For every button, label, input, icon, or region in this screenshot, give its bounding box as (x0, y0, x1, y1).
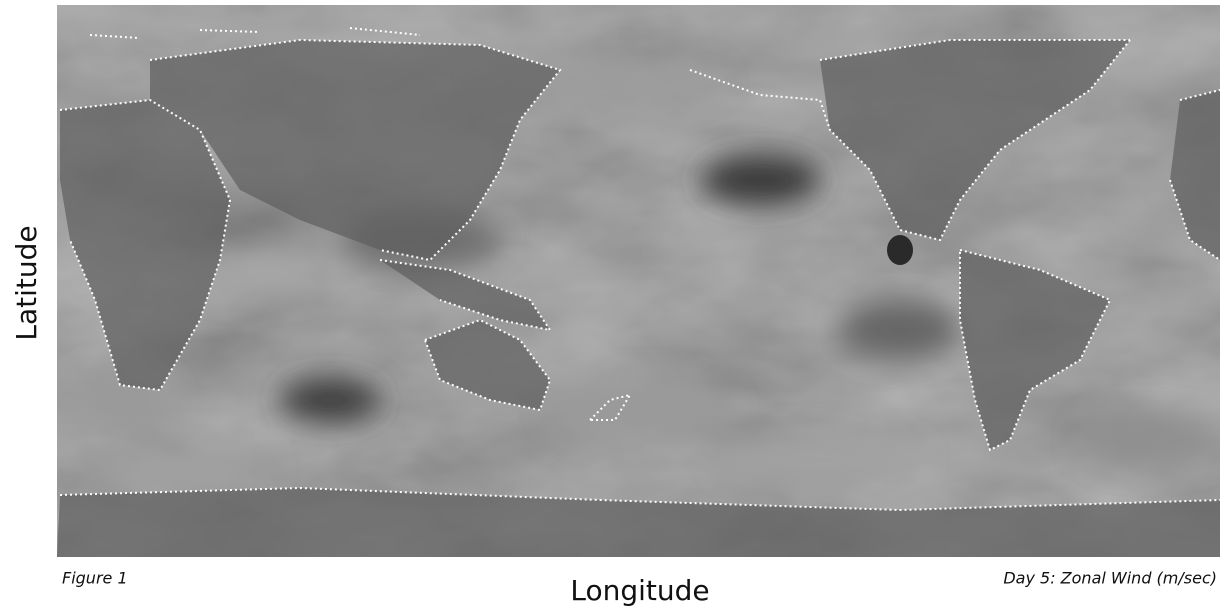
wind-field-map (57, 5, 1220, 557)
dark-spot (887, 235, 913, 265)
figure-number: Figure 1 (62, 569, 128, 588)
page: Latitude Longitude Figure 1 Day 5: Zonal… (0, 0, 1220, 612)
y-axis-label: Latitude (10, 225, 43, 340)
figure-caption: Day 5: Zonal Wind (m/sec) (1003, 569, 1217, 588)
x-axis-label: Longitude (570, 574, 709, 607)
figure: Latitude Longitude Figure 1 Day 5: Zonal… (0, 0, 1220, 612)
